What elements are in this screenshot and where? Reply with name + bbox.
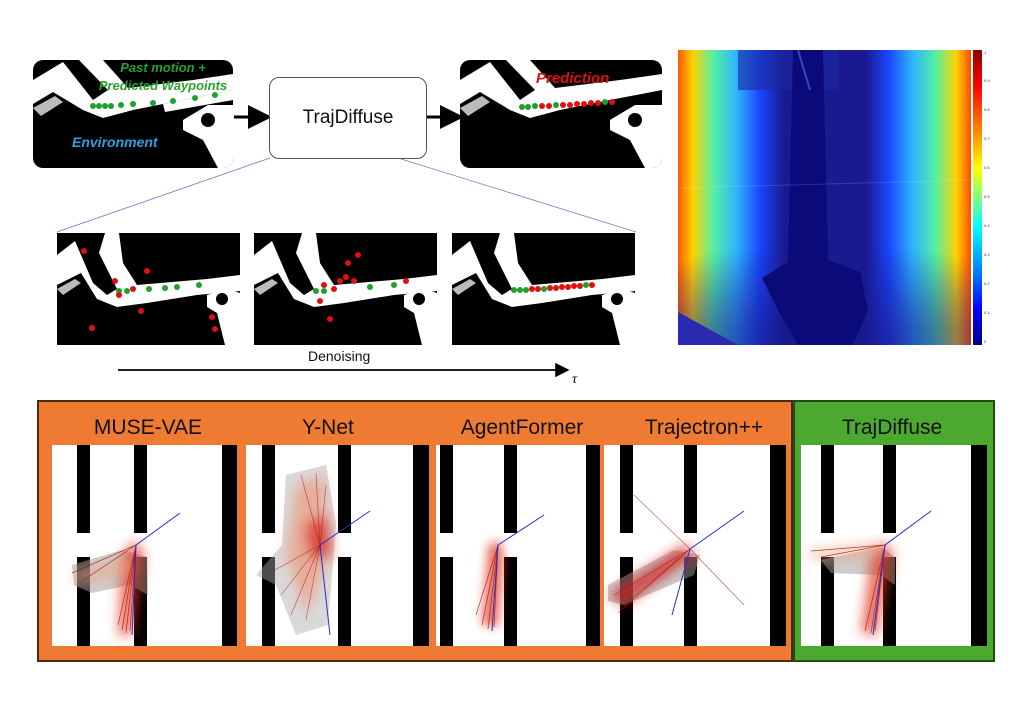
method-title-trajdiffuse: TrajDiffuse (841, 416, 943, 439)
denoising-step-2 (254, 233, 437, 345)
colorbar-ticks: 1 0.9 0.8 0.7 0.6 0.5 0.4 0.3 0.2 0.1 0 (983, 50, 1003, 345)
denoising-step-1 (57, 233, 240, 345)
prediction-map (460, 60, 662, 168)
prediction-map-drawing (460, 60, 662, 168)
colorbar-tick-07: 0.7 (984, 136, 990, 141)
scene-agentformer (436, 445, 600, 646)
prediction-label: Prediction (536, 70, 610, 87)
scene-muse-vae (52, 445, 237, 646)
past-waypoints (90, 92, 218, 109)
input-label: Past motion + Predicted Waypoints (98, 59, 228, 95)
environment-label: Environment (72, 134, 158, 150)
cost-heatmap (678, 50, 971, 345)
method-title-trajectron: Trajectron++ (644, 416, 764, 439)
colorbar-tick-04: 0.4 (984, 223, 990, 228)
input-label-line1: Past motion + (120, 60, 206, 75)
scene-trajectron (604, 445, 786, 646)
colorbar-tick-08: 0.8 (984, 107, 990, 112)
colorbar-tick-03: 0.3 (984, 252, 990, 257)
trajdiffuse-node: TrajDiffuse (269, 77, 427, 159)
scene-y-net (246, 445, 429, 646)
colorbar-tick-06: 0.6 (984, 165, 990, 170)
method-title-y-net: Y-Net (302, 416, 354, 439)
colorbar-tick-1: 1 (984, 50, 987, 55)
colorbar-tick-09: 0.9 (984, 78, 990, 83)
method-title-agentformer: AgentFormer (460, 416, 584, 439)
predicted-waypoints (519, 99, 615, 110)
colorbar-tick-05: 0.5 (984, 194, 990, 199)
colorbar-tick-01: 0.1 (984, 310, 990, 315)
input-label-line2: Predicted Waypoints (98, 78, 228, 93)
heatmap-drawing (678, 50, 971, 345)
environment-map-drawing (33, 60, 233, 168)
colorbar-tick-02: 0.2 (984, 281, 990, 286)
denoising-step-3 (452, 233, 635, 345)
method-title-muse-vae: MUSE-VAE (93, 416, 203, 439)
zoom-line-right (397, 157, 637, 233)
denoising-label: Denoising (308, 348, 371, 364)
environment-map (33, 60, 233, 168)
model-label: TrajDiffuse (302, 107, 394, 128)
scene-trajdiffuse (801, 445, 987, 646)
tau-symbol: τ (572, 372, 578, 387)
zoom-line-left (56, 157, 271, 233)
colorbar (973, 50, 982, 345)
colorbar-tick-0: 0 (984, 339, 987, 344)
